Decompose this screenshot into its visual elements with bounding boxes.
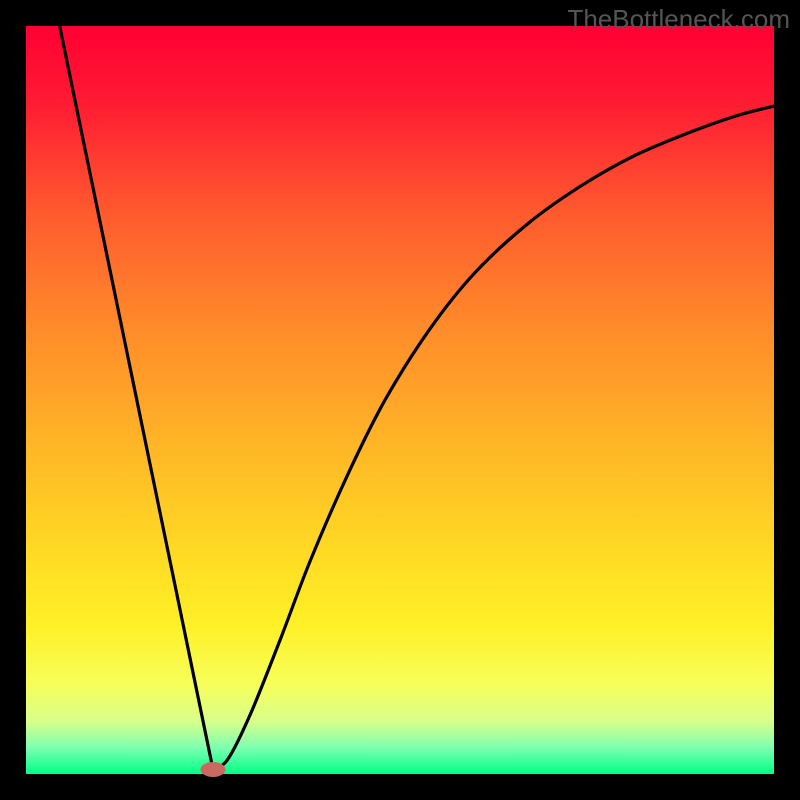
chart-stage: TheBottleneck.com (0, 0, 800, 800)
bottleneck-chart (0, 0, 800, 800)
watermark-text: TheBottleneck.com (567, 4, 790, 35)
optimal-point-marker (201, 763, 225, 777)
